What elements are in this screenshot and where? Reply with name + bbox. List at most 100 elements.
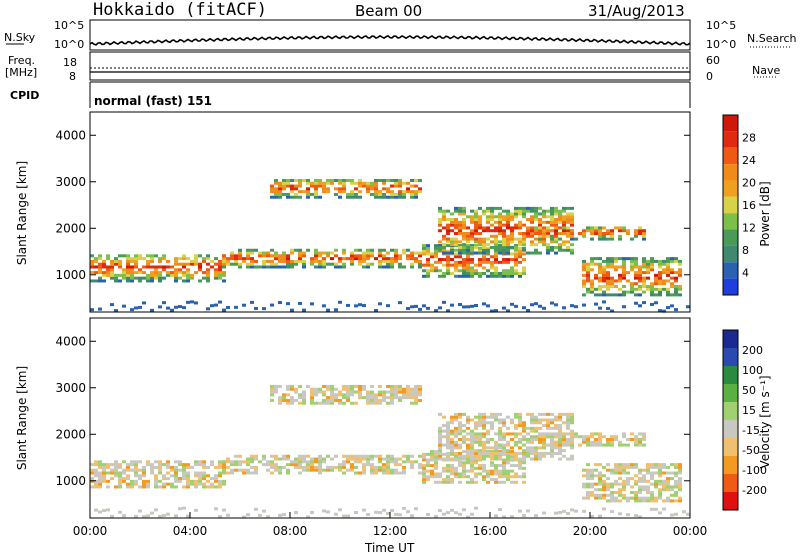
velocity-cell (638, 499, 642, 503)
velocity-cell (342, 384, 346, 388)
velocity-cell (658, 479, 662, 483)
velocity-cell (558, 446, 562, 450)
velocity-cell (454, 415, 458, 419)
power-cell (266, 254, 270, 258)
velocity-cell (470, 466, 474, 470)
power-cell (302, 262, 306, 266)
power-cell (358, 178, 362, 182)
power-cell (298, 190, 302, 194)
velocity-cell (638, 443, 642, 447)
power-cell (482, 240, 486, 244)
power-cell (222, 259, 226, 263)
velocity-cell (586, 438, 590, 441)
power-cell (458, 302, 462, 306)
velocity-cell (90, 463, 94, 467)
power-cell (182, 265, 186, 269)
velocity-cell (206, 474, 210, 478)
power-cell (478, 260, 482, 264)
velocity-cell (642, 468, 646, 472)
power-cell (678, 259, 682, 263)
velocity-cell (582, 474, 586, 478)
velocity-cell (474, 506, 478, 510)
velocity-cell (498, 475, 502, 479)
power-cell (446, 226, 450, 230)
power-cell (646, 287, 650, 291)
velocity-cell (446, 429, 450, 433)
power-cell (190, 262, 194, 266)
power-cell (286, 192, 290, 196)
nave-tick-top: 60 (706, 54, 720, 67)
velocity-cell (438, 457, 442, 461)
velocity-cell (674, 491, 678, 495)
power-cell (622, 229, 626, 233)
velocity-cell (174, 514, 178, 518)
power-cell (382, 187, 386, 191)
power-cell (278, 259, 282, 263)
power-cell (550, 215, 554, 219)
velocity-cell (514, 451, 518, 455)
power-cell (330, 257, 334, 261)
velocity-cell (378, 457, 382, 461)
power-cell (278, 190, 282, 194)
power-cell (558, 243, 562, 247)
velocity-cell (622, 465, 626, 469)
power-cell (594, 232, 598, 235)
velocity-cell (282, 457, 286, 461)
power-cell (126, 276, 130, 280)
power-cell (562, 306, 566, 310)
velocity-cell (350, 457, 354, 461)
power-cell (538, 232, 542, 235)
power-cell (218, 259, 222, 263)
power-cell (478, 223, 482, 227)
power-cell (194, 301, 198, 305)
power-cell (590, 257, 594, 261)
power-cell (466, 255, 470, 259)
power-cell (582, 293, 586, 297)
power-cell (222, 257, 226, 261)
power-cell (178, 257, 182, 261)
velocity-cell (666, 465, 670, 469)
velocity-cell (598, 479, 602, 483)
velocity-cell (646, 491, 650, 495)
velocity-cell (406, 384, 410, 388)
power-cell (134, 254, 138, 258)
velocity-cell (282, 465, 286, 469)
velocity-cell (590, 471, 594, 475)
power-cell (458, 274, 462, 278)
velocity-cell (422, 472, 426, 476)
velocity-cell (486, 429, 490, 433)
power-cell (478, 237, 482, 241)
velocity-cell (566, 415, 570, 419)
power-cell (618, 229, 622, 233)
power-cell (454, 248, 458, 252)
velocity-cell (298, 471, 302, 475)
velocity-cell (566, 438, 570, 441)
power-cell (290, 308, 294, 312)
power-cell (494, 255, 498, 259)
velocity-ytick-label: 4000 (55, 334, 86, 348)
power-cell (514, 212, 518, 216)
velocity-cell (546, 426, 550, 430)
power-cell (494, 274, 498, 278)
power-cell (630, 290, 634, 294)
power-cell (346, 257, 350, 261)
velocity-cell (118, 479, 122, 483)
power-cell (338, 181, 342, 185)
power-cell (310, 184, 314, 188)
power-cell (306, 187, 310, 191)
velocity-cell (378, 468, 382, 472)
velocity-cell (106, 508, 110, 512)
velocity-cell (586, 491, 590, 495)
power-cell (106, 273, 110, 277)
power-cell (538, 251, 542, 255)
power-cell (522, 215, 526, 219)
noise-tick-top-right: 10^5 (706, 19, 737, 32)
velocity-cell (470, 461, 474, 465)
velocity-cell (322, 468, 326, 472)
velocity-cell (514, 464, 518, 468)
power-cell (610, 276, 614, 280)
power-cell (486, 243, 490, 247)
power-cell (242, 259, 246, 263)
power-cell (454, 232, 458, 235)
power-cell (110, 268, 114, 272)
